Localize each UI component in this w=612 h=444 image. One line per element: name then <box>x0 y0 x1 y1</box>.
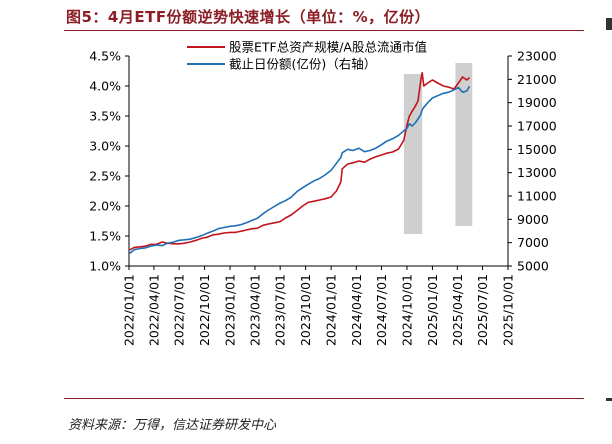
x-tick-label: 2025/01/01 <box>425 274 440 346</box>
x-tick-label: 2024/07/01 <box>374 274 389 346</box>
x-tick-label: 2022/10/01 <box>197 274 212 346</box>
x-tick-label: 2022/01/01 <box>122 274 137 346</box>
left-tick-label: 1.5% <box>89 229 121 244</box>
left-tick-label: 4.0% <box>89 79 121 94</box>
left-axis-ticks: 1.0% 1.5% 2.0% 2.5% 3.0% 3.5% 4.0% 4.5% <box>89 49 129 274</box>
x-tick-label: 2023/04/01 <box>247 274 262 346</box>
left-tick-label: 2.5% <box>89 169 121 184</box>
x-tick-label: 2022/04/01 <box>146 274 161 346</box>
left-tick-label: 3.0% <box>89 139 121 154</box>
source-note: 资料来源：万得，信达证券研发中心 <box>68 418 277 433</box>
figure-title: 图5：4月ETF份额逆势快速增长（单位：%，亿份） <box>66 8 431 26</box>
x-tick-label: 2025/10/01 <box>501 274 516 346</box>
edge-marker <box>606 18 612 30</box>
right-tick-label: 23000 <box>517 49 557 64</box>
legend-label-share: 截止日份额(亿份)（右轴） <box>229 57 376 72</box>
right-tick-label: 19000 <box>517 95 557 110</box>
shaded-period <box>455 63 473 226</box>
right-tick-label: 21000 <box>517 72 557 87</box>
right-axis-ticks: 5000 7000 9000 11000 13000 15000 17000 19000 210… <box>508 49 557 274</box>
right-tick-label: 11000 <box>517 189 557 204</box>
shaded-periods <box>403 63 473 234</box>
x-tick-label: 2025/04/01 <box>450 274 465 346</box>
right-tick-label: 5000 <box>517 259 549 274</box>
legend-label-ratio: 股票ETF总资产规模/A股总流通市值 <box>229 40 427 55</box>
right-tick-label: 15000 <box>517 142 557 157</box>
right-tick-label: 7000 <box>517 235 549 250</box>
x-tick-label: 2023/01/01 <box>223 274 238 346</box>
shaded-period <box>403 74 423 234</box>
x-tick-label: 2023/10/01 <box>298 274 313 346</box>
left-tick-label: 2.0% <box>89 199 121 214</box>
left-tick-label: 4.5% <box>89 49 121 64</box>
x-tick-label: 2024/01/01 <box>324 274 339 346</box>
x-tick-label: 2022/07/01 <box>172 274 187 346</box>
right-tick-label: 9000 <box>517 212 549 227</box>
ratio-line <box>129 72 471 251</box>
share-line <box>129 85 471 254</box>
x-tick-label: 2025/07/01 <box>475 274 490 346</box>
edge-marker-bottom <box>606 398 612 401</box>
title-rule <box>64 30 584 31</box>
series-lines <box>129 72 471 254</box>
left-tick-label: 3.5% <box>89 109 121 124</box>
x-tick-label: 2023/07/01 <box>273 274 288 346</box>
x-tick-label: 2024/10/01 <box>399 274 414 346</box>
left-tick-label: 1.0% <box>89 259 121 274</box>
right-tick-label: 17000 <box>517 119 557 134</box>
right-tick-label: 13000 <box>517 165 557 180</box>
x-tick-label: 2024/04/01 <box>349 274 364 346</box>
plot-frame <box>128 56 509 267</box>
x-axis-ticks: 2022/01/01 2022/04/01 2022/07/01 2022/10/01… <box>122 266 516 346</box>
source-rule <box>64 398 584 399</box>
